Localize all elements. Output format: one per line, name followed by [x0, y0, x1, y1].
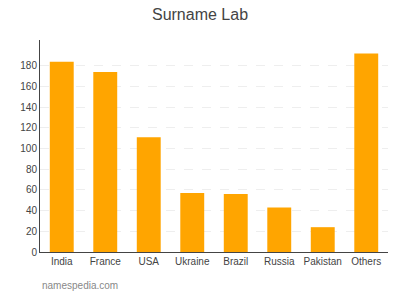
svg-text:80: 80	[26, 164, 38, 175]
svg-text:160: 160	[20, 81, 37, 92]
svg-text:120: 120	[20, 122, 37, 133]
svg-text:Brazil: Brazil	[223, 256, 248, 267]
svg-text:20: 20	[26, 226, 38, 237]
svg-text:India: India	[51, 256, 73, 267]
svg-text:Ukraine: Ukraine	[175, 256, 210, 267]
svg-text:40: 40	[26, 205, 38, 216]
svg-text:140: 140	[20, 102, 37, 113]
svg-text:Surname Lab: Surname Lab	[152, 6, 248, 23]
svg-text:namespedia.com: namespedia.com	[42, 280, 118, 291]
svg-text:0: 0	[31, 247, 37, 258]
svg-text:USA: USA	[138, 256, 159, 267]
svg-text:Pakistan: Pakistan	[304, 256, 342, 267]
svg-text:100: 100	[20, 143, 37, 154]
svg-text:France: France	[90, 256, 122, 267]
svg-text:60: 60	[26, 184, 38, 195]
svg-text:Russia: Russia	[264, 256, 295, 267]
svg-text:Others: Others	[351, 256, 381, 267]
svg-text:180: 180	[20, 60, 37, 71]
